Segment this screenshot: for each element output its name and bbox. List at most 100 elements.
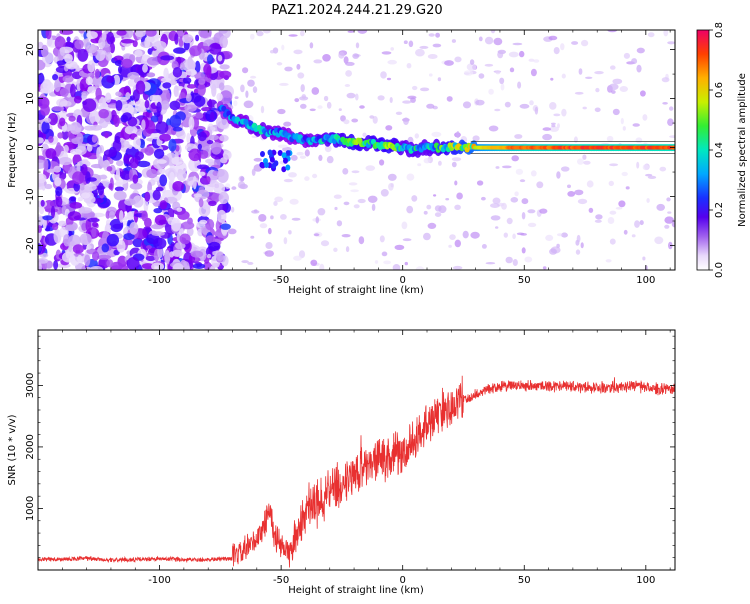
colorbar-tick-label: 0.6 [714, 82, 725, 98]
noise-blob [323, 95, 329, 102]
noise-blob [451, 39, 456, 43]
noise-blob [415, 266, 425, 270]
noise-blob [383, 260, 391, 265]
noise-blob [144, 37, 151, 49]
noise-blob [527, 209, 536, 214]
noise-blob [38, 243, 42, 255]
noise-blob [150, 224, 164, 230]
noise-blob [521, 212, 526, 220]
x-tick-label: -50 [273, 275, 289, 286]
noise-blob [220, 223, 231, 230]
noise-blob [41, 44, 49, 58]
noise-blob [352, 53, 360, 59]
noise-blob [46, 168, 56, 173]
noise-blob [105, 92, 112, 103]
noise-blob [68, 115, 76, 122]
noise-blob [288, 172, 297, 178]
noise-blob [102, 102, 108, 108]
noise-blob [120, 170, 132, 181]
noise-blob [609, 238, 616, 245]
ridge-branch [269, 156, 275, 163]
noise-blob [277, 108, 286, 115]
noise-blob [561, 73, 566, 79]
noise-blob [112, 139, 122, 153]
noise-blob [577, 158, 584, 165]
noise-blob [40, 81, 54, 94]
noise-blob [169, 114, 182, 128]
noise-blob [209, 266, 216, 270]
y-tick-label: 1000 [25, 496, 36, 521]
noise-blob [605, 259, 612, 263]
noise-blob [578, 68, 583, 75]
spectrogram-y-axis: -20 -10 0 10 20 [25, 43, 675, 271]
noise-blob [345, 70, 352, 77]
noise-blob [264, 250, 274, 257]
noise-blob [445, 198, 450, 201]
noise-blob [166, 92, 171, 100]
x-tick-label: 0 [400, 575, 406, 586]
noise-blob [446, 96, 453, 102]
noise-blob [141, 210, 148, 222]
noise-blob [95, 49, 106, 61]
noise-blob [431, 131, 442, 137]
noise-blob [132, 174, 139, 184]
noise-blob [612, 108, 620, 116]
noise-blob [124, 125, 138, 135]
noise-blob [469, 59, 475, 65]
noise-blob [69, 202, 83, 209]
noise-blob [583, 160, 591, 165]
noise-blob [151, 262, 165, 270]
noise-blob [402, 100, 412, 104]
noise-blob [142, 54, 148, 62]
noise-blob [68, 234, 81, 247]
noise-blob [481, 196, 486, 201]
noise-blob [389, 97, 393, 103]
noise-blob [176, 169, 187, 182]
noise-blob [188, 158, 201, 172]
noise-blob [437, 77, 442, 82]
noise-blob [300, 30, 305, 37]
noise-blob [511, 155, 519, 162]
noise-blob [258, 214, 267, 222]
noise-blob [334, 206, 338, 211]
noise-blob [208, 42, 222, 55]
noise-blob [490, 30, 496, 34]
noise-blob [519, 179, 526, 183]
noise-blob [59, 47, 65, 56]
noise-blob [635, 137, 643, 144]
noise-blob [385, 125, 393, 131]
noise-blob [65, 60, 78, 70]
noise-blob [129, 157, 139, 169]
noise-blob [326, 155, 334, 164]
noise-blob [642, 164, 650, 171]
noise-blob [164, 250, 171, 264]
y-tick-label: -10 [25, 188, 36, 204]
noise-blob [475, 99, 485, 106]
ridge-branch [271, 162, 277, 169]
noise-blob [519, 50, 525, 58]
noise-blob [661, 77, 670, 83]
noise-blob [427, 222, 437, 229]
noise-blob [456, 192, 463, 200]
noise-blob [478, 36, 483, 42]
noise-blob [85, 76, 93, 86]
noise-blob [40, 199, 45, 207]
noise-blob [195, 112, 204, 119]
noise-blob [222, 150, 232, 160]
noise-blob [146, 245, 152, 250]
noise-blob [276, 62, 283, 66]
noise-blob [134, 151, 144, 161]
noise-blob [567, 191, 576, 197]
noise-blob [106, 166, 113, 172]
noise-blob [38, 173, 47, 184]
noise-blob [251, 210, 260, 214]
noise-blob [48, 112, 58, 126]
noise-blob [355, 93, 359, 101]
noise-blob [514, 134, 523, 139]
noise-blob [553, 113, 561, 117]
noise-blob [152, 189, 161, 201]
noise-blob [417, 163, 422, 167]
noise-blob [484, 63, 494, 67]
noise-blob [615, 207, 623, 210]
noise-blob [82, 98, 97, 112]
